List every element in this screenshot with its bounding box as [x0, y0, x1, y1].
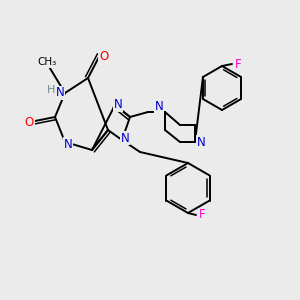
- Text: N: N: [196, 136, 206, 148]
- Text: H: H: [47, 85, 55, 95]
- Text: N: N: [56, 86, 64, 100]
- Text: F: F: [199, 208, 205, 221]
- Text: O: O: [99, 50, 109, 62]
- Text: N: N: [154, 100, 164, 113]
- Text: N: N: [114, 98, 122, 112]
- Text: O: O: [24, 116, 34, 128]
- Text: F: F: [235, 58, 241, 70]
- Text: N: N: [121, 131, 129, 145]
- Text: N: N: [64, 137, 72, 151]
- Text: CH₃: CH₃: [38, 57, 57, 67]
